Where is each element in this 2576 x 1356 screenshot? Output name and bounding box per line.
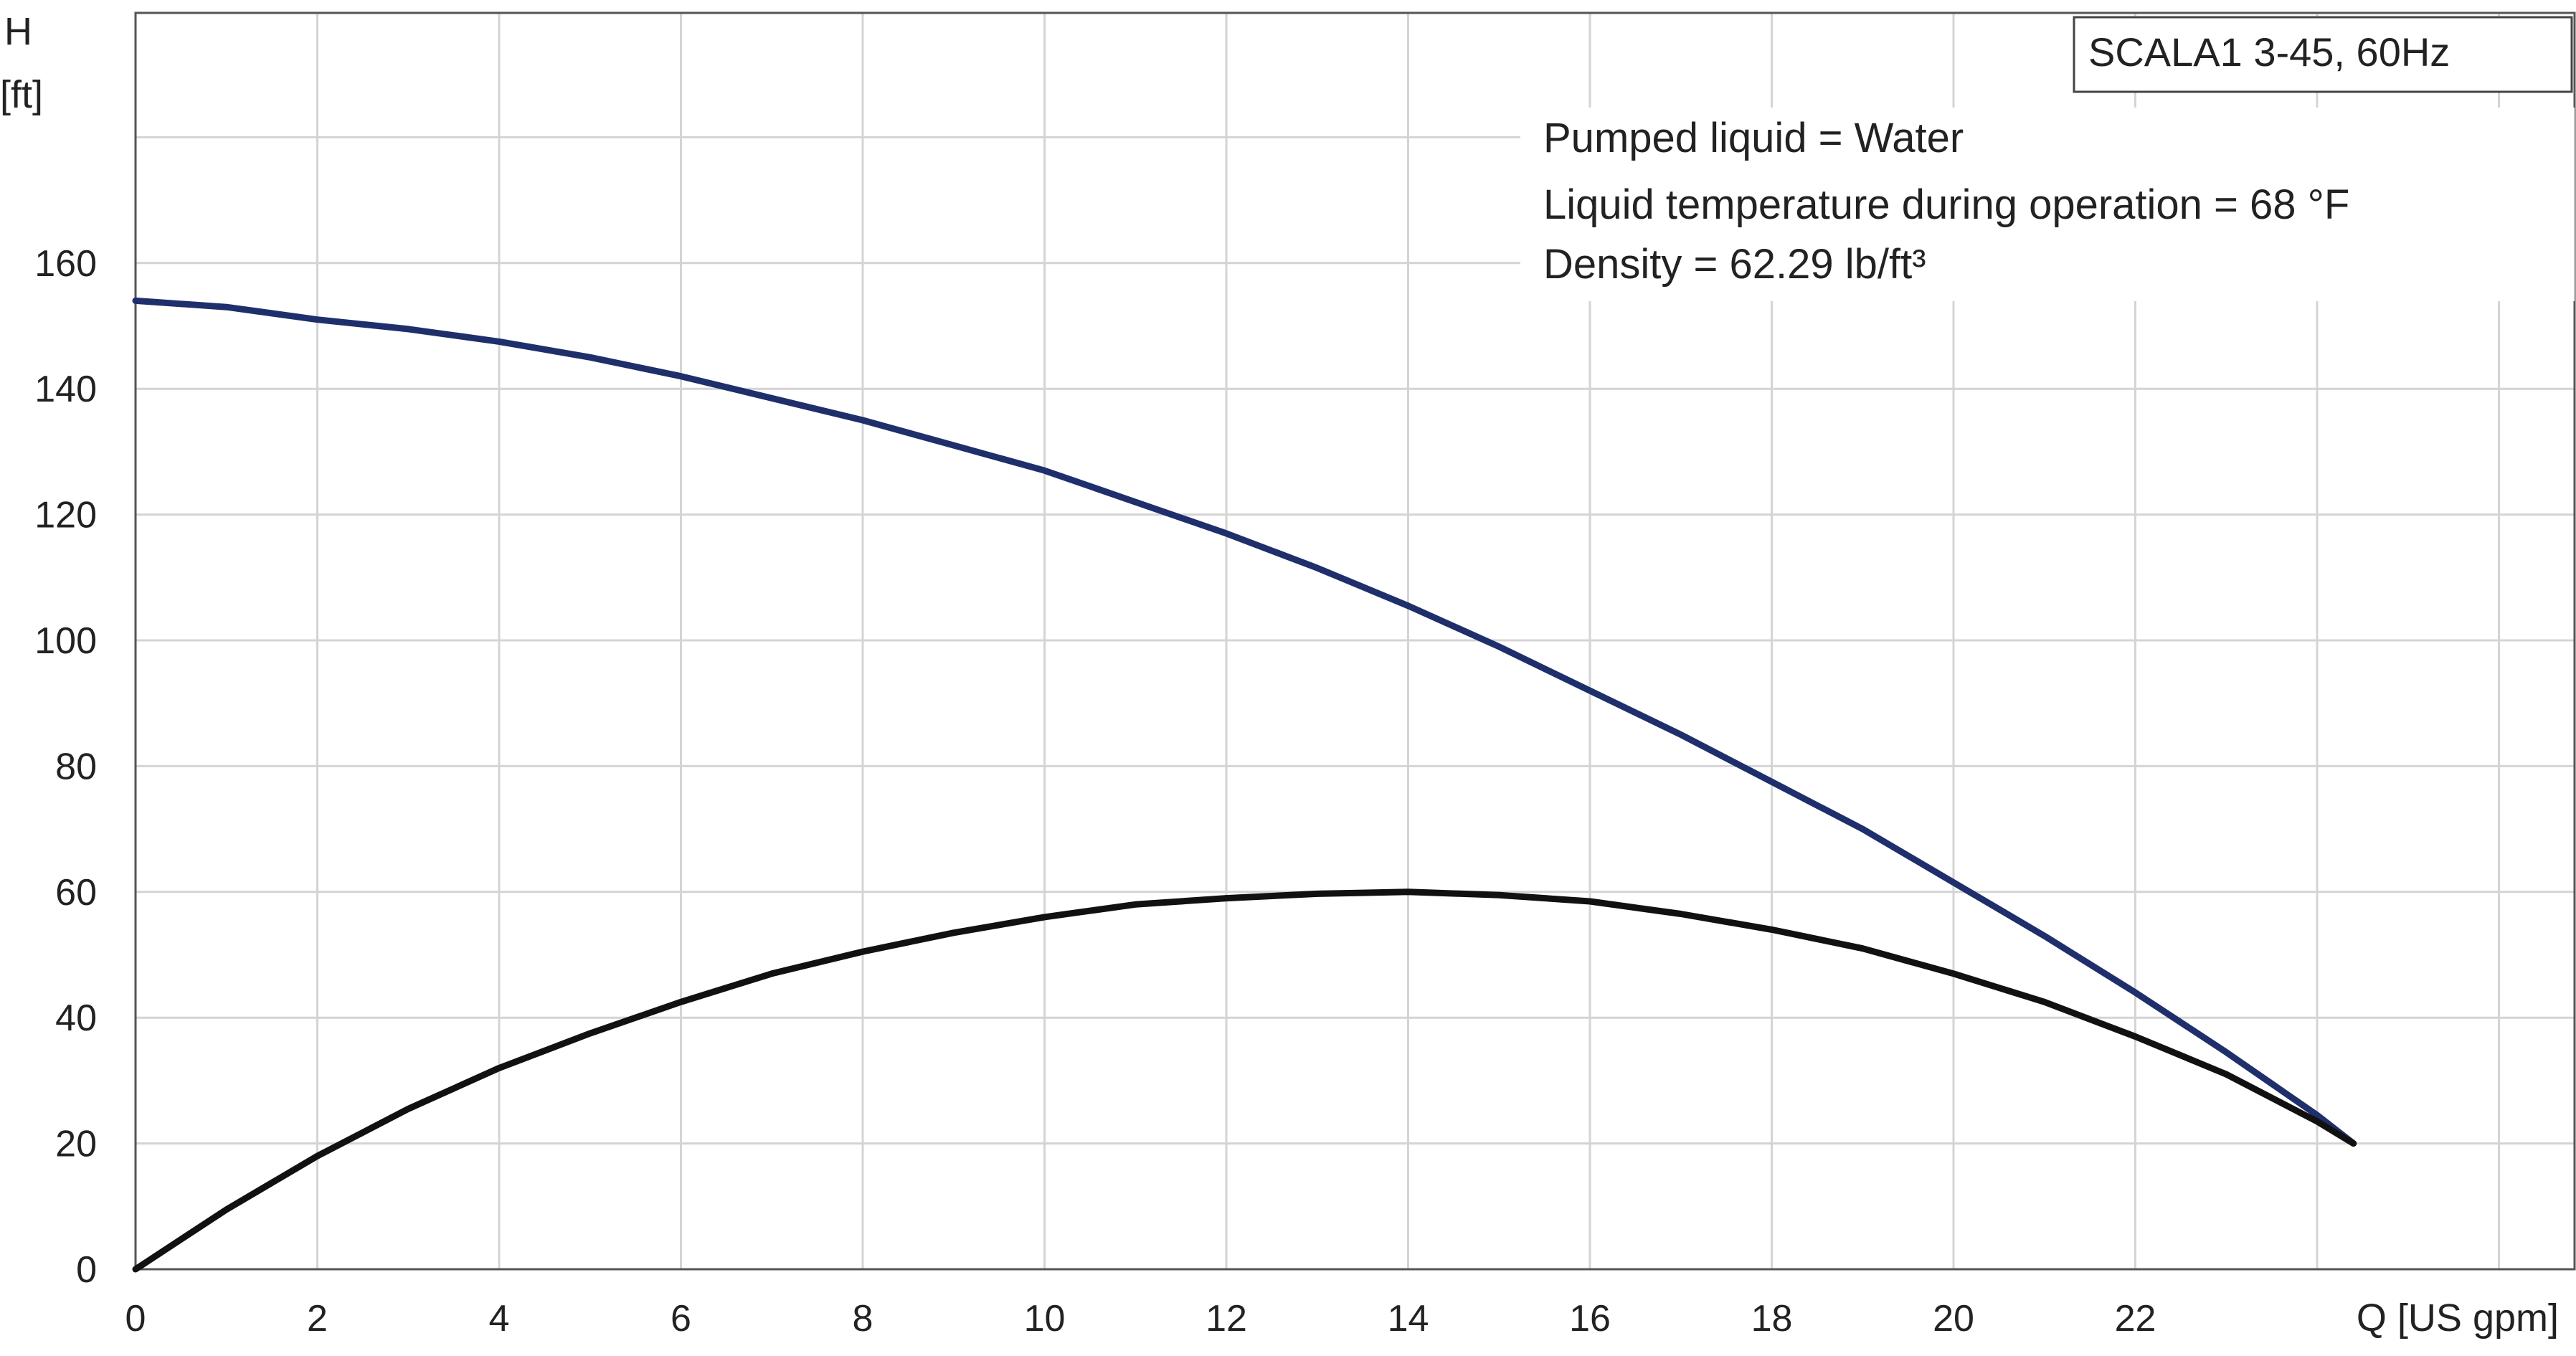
y-axis-unit: [ft] [0, 73, 43, 116]
x-tick-label: 22 [2115, 1298, 2156, 1340]
x-tick-label: 10 [1024, 1298, 1066, 1340]
y-tick-labels: 0 20 40 60 80 100 120 140 160 [34, 243, 97, 1291]
info-liquid-temperature: Liquid temperature during operation = 68… [1543, 181, 2349, 228]
y-tick-label: 120 [34, 495, 97, 536]
y-tick-label: 100 [34, 620, 97, 662]
series-lines [132, 297, 2357, 1273]
info-background [1520, 108, 2575, 301]
x-tick-label: 12 [1206, 1298, 1247, 1340]
series-line-1 [132, 297, 2357, 1147]
y-tick-label: 60 [55, 872, 97, 914]
x-tick-label: 20 [1933, 1298, 1974, 1340]
legend-box: SCALA1 3-45, 60Hz [2073, 16, 2573, 93]
x-tick-label: 4 [489, 1298, 510, 1340]
y-tick-label: 140 [34, 369, 97, 410]
y-tick-label: 40 [55, 997, 97, 1039]
y-tick-label: 160 [34, 243, 97, 285]
x-tick-label: 14 [1388, 1298, 1429, 1340]
plot-frame [134, 11, 2576, 1271]
info-density: Density = 62.29 lb/ft³ [1543, 241, 1926, 288]
x-tick-label: 2 [307, 1298, 328, 1340]
info-block: Pumped liquid = Water Liquid temperature… [1520, 108, 2575, 301]
x-axis-title: Q [US gpm] [2357, 1296, 2559, 1340]
legend-label: SCALA1 3-45, 60Hz [2088, 29, 2450, 75]
y-tick-label: 20 [55, 1124, 97, 1165]
y-tick-label: 0 [76, 1249, 97, 1291]
x-tick-label: 0 [126, 1298, 146, 1340]
legend-frame [2073, 16, 2573, 93]
x-tick-label: 6 [671, 1298, 691, 1340]
info-pumped-liquid: Pumped liquid = Water [1543, 115, 1964, 161]
x-tick-labels: 0 2 4 6 8 10 12 14 16 18 20 22 [126, 1298, 2156, 1340]
series-line-2 [132, 888, 2357, 1273]
y-tick-label: 80 [55, 746, 97, 787]
y-axis-title: H [4, 10, 32, 53]
x-tick-label: 18 [1751, 1298, 1793, 1340]
x-tick-label: 16 [1569, 1298, 1611, 1340]
x-tick-label: 8 [853, 1298, 873, 1340]
